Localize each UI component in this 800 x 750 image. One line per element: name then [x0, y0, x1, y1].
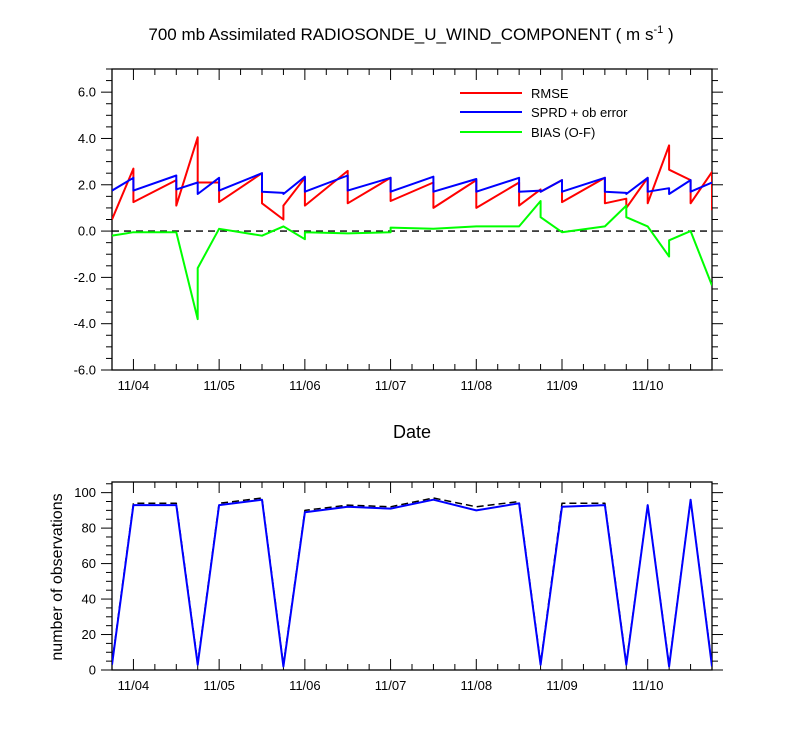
- chart-title: 700 mb Assimilated RADIOSONDE_U_WIND_COM…: [148, 24, 673, 44]
- bottom-y-tick-label: 0: [89, 663, 96, 678]
- title-end: ): [663, 25, 673, 44]
- title-main: 700 mb Assimilated RADIOSONDE_U_WIND_COM…: [148, 25, 653, 44]
- bottom-plot: 11/04 11/05 11/06 11/07 11/08 11/09 11/10 0 20 40…: [74, 481, 723, 693]
- bottom-x-tick-label: 11/10: [632, 678, 664, 693]
- bottom-y-tick-label: 20: [82, 627, 96, 642]
- x-axis-title: Date: [393, 422, 431, 442]
- top-y-tick-label: 6.0: [78, 85, 96, 100]
- bottom-x-tick-label: 11/04: [118, 678, 150, 693]
- legend-label-rmse: RMSE: [531, 86, 569, 101]
- legend-label-sprd: SPRD + ob error: [531, 105, 628, 120]
- bias-line: [112, 200, 712, 321]
- bottom-plot-frame: [111, 481, 713, 671]
- bottom-y-tick-label: 60: [82, 556, 96, 571]
- title-superscript: -1: [653, 24, 663, 36]
- bottom-y-tick-label: 80: [82, 521, 96, 536]
- bottom-x-tick-label: 11/08: [460, 678, 492, 693]
- legend: RMSE SPRD + ob error BIAS (O-F): [460, 86, 628, 140]
- bottom-y-tick-label: 40: [82, 592, 96, 607]
- bottom-x-tick-label: 11/05: [203, 678, 235, 693]
- bottom-x-tick-label: 11/07: [375, 678, 407, 693]
- rmse-line: [112, 136, 712, 221]
- top-plot: 11/04 11/05 11/06 11/07 11/08 11/09 11/10 -6.0 -…: [74, 68, 723, 393]
- top-x-tick-label: 11/04: [118, 378, 150, 393]
- bottom-y-tick-label: 100: [74, 485, 96, 500]
- top-x-tick-label: 11/07: [375, 378, 407, 393]
- top-x-tick-label: 11/08: [460, 378, 492, 393]
- bottom-x-tick-label: 11/06: [289, 678, 321, 693]
- top-x-tick-label: 11/09: [546, 378, 578, 393]
- top-y-tick-label: -4.0: [74, 316, 96, 331]
- top-y-tick-label: 0.0: [78, 224, 96, 239]
- top-x-tick-label: 11/05: [203, 378, 235, 393]
- top-y-tick-label: 4.0: [78, 131, 96, 146]
- obs-used-line: [112, 498, 712, 668]
- top-y-tick-label: 2.0: [78, 177, 96, 192]
- top-x-tick-label: 11/10: [632, 378, 664, 393]
- bottom-y-axis-title: number of observations: [49, 493, 66, 660]
- sprd-line: [112, 172, 712, 195]
- top-y-tick-label: -6.0: [74, 363, 96, 378]
- top-x-tick-label: 11/06: [289, 378, 321, 393]
- top-y-tick-label: -2.0: [74, 270, 96, 285]
- bottom-x-tick-label: 11/09: [546, 678, 578, 693]
- legend-label-bias: BIAS (O-F): [531, 125, 595, 140]
